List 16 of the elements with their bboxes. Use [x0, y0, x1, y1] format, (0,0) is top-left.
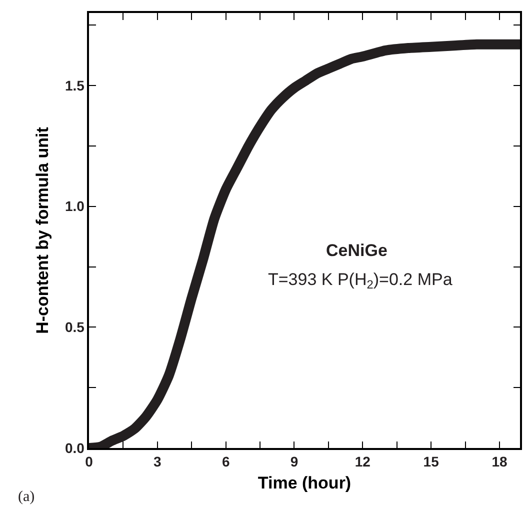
y-tick-label: 0.5 — [64, 319, 85, 336]
x-tick-label: 3 — [154, 454, 162, 470]
y-tick-label: 1.0 — [64, 198, 85, 214]
x-tick-label: 0 — [85, 454, 94, 470]
x-tick-label: 9 — [290, 454, 298, 470]
y-axis-title: H-content by formula unit — [33, 126, 52, 334]
x-axis-title: Time (hour) — [258, 473, 352, 492]
y-tick-label: 1.5 — [64, 77, 85, 94]
text: (a) — [18, 489, 35, 505]
y-tick-label: 0.0 — [64, 440, 85, 456]
x-tick-label: 12 — [354, 454, 371, 470]
annotation: T=393 K P(H$_{2}$)=0.2 MPa — [268, 270, 453, 292]
x-tick-label: 15 — [423, 454, 440, 470]
annotation: CeNiGe — [326, 241, 388, 260]
x-tick-label: 18 — [492, 454, 508, 470]
x-tick-label: 6 — [222, 454, 230, 470]
